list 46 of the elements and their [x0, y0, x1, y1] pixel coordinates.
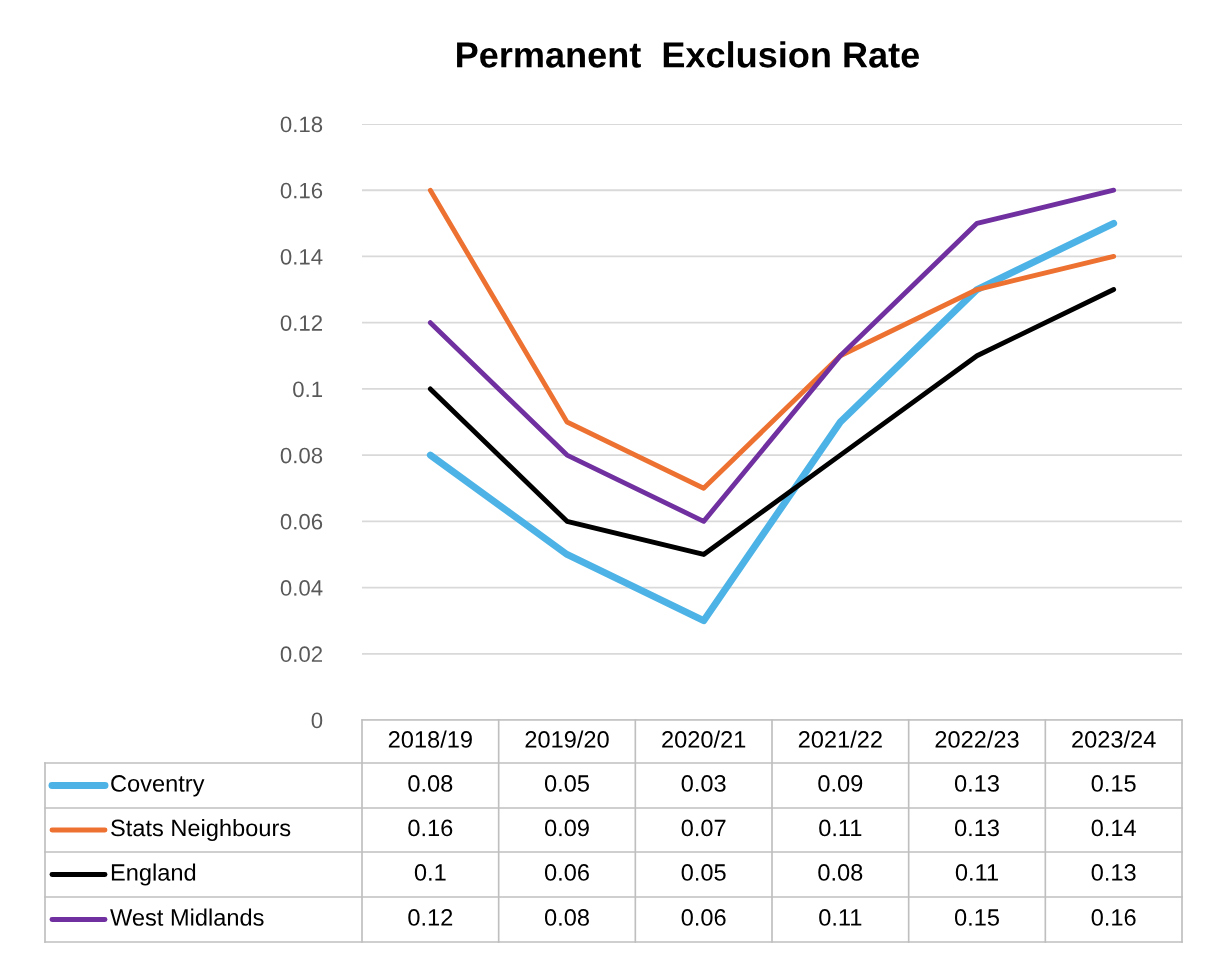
legend-label: Stats Neighbours	[111, 818, 291, 842]
x-tick-label: 2020/21	[662, 730, 746, 748]
data-label: 0.05	[544, 775, 589, 792]
y-tick-label: 0.02	[280, 646, 322, 663]
data-label: 0.13	[954, 775, 999, 792]
y-tick-label: 0.04	[280, 580, 323, 596]
data-label: 0.06	[544, 864, 589, 881]
data-label: 0.03	[681, 775, 726, 792]
data-label: 0.07	[681, 819, 726, 837]
data-label: 0.08	[544, 909, 589, 926]
data-label: 0.05	[681, 864, 726, 881]
y-tick-label: 0.14	[280, 248, 323, 265]
data-label: 0.16	[408, 819, 453, 837]
y-tick-label: 0.12	[280, 315, 322, 331]
data-label: 0.08	[408, 775, 453, 792]
data-label: 0.15	[1091, 775, 1136, 792]
data-label: 0.1	[414, 864, 446, 881]
data-label: 0.13	[1091, 864, 1136, 881]
data-label: 0.16	[1091, 909, 1136, 926]
data-label: 0.15	[954, 909, 999, 926]
data-label: 0.13	[954, 819, 999, 837]
data-label: 0.09	[818, 775, 863, 792]
data-label: 0.09	[544, 819, 589, 837]
data-label: 0.11	[955, 864, 998, 881]
line-series	[427, 287, 1117, 557]
y-tick-label: 0.08	[280, 447, 323, 464]
y-tick-label: 0.18	[280, 116, 323, 133]
y-tick-label: 0.16	[280, 182, 323, 199]
data-label: 0.12	[408, 909, 453, 926]
data-label: 0.06	[681, 909, 726, 926]
legend-label: West Midlands	[110, 908, 264, 926]
legend-label: England	[111, 863, 196, 886]
x-tick-label: 2023/24	[1072, 730, 1156, 748]
x-tick-label: 2018/19	[388, 730, 472, 748]
y-tick-label: 0	[311, 712, 323, 729]
data-label: 0.14	[1091, 819, 1136, 837]
x-tick-label: 2021/22	[798, 730, 882, 748]
data-label: 0.11	[819, 909, 862, 926]
y-tick-label: 0.1	[293, 381, 323, 398]
y-tick-label: 0.06	[280, 513, 323, 530]
x-tick-label: 2022/23	[935, 730, 1019, 748]
data-label: 0.08	[818, 864, 863, 881]
x-tick-label: 2019/20	[525, 730, 609, 748]
data-label: 0.11	[819, 819, 862, 837]
legend-label: Coventry	[111, 775, 205, 797]
chart-title: Permanent Exclusion Rate	[457, 41, 920, 68]
